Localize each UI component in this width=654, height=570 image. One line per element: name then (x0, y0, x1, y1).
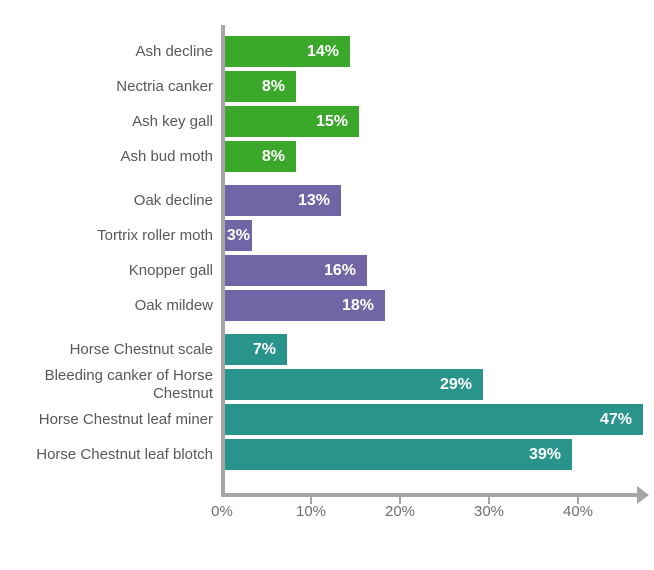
bar-row: Ash decline 14% (0, 36, 654, 67)
bar: 15% (225, 106, 359, 137)
bar: 8% (225, 141, 296, 172)
category-label: Ash decline (135, 42, 213, 60)
bar: 14% (225, 36, 350, 67)
bar: 18% (225, 290, 385, 321)
bar-row: Knopper gall 16% (0, 255, 654, 286)
bar-value-label: 3% (226, 226, 250, 244)
category-label: Tortrix roller moth (97, 226, 213, 244)
bar-row: Oak mildew 18% (0, 290, 654, 321)
category-label: Horse Chestnut scale (69, 340, 213, 358)
x-axis-tick-label: 10% (295, 503, 327, 520)
x-axis-tick-label: 40% (562, 503, 594, 520)
bar: 7% (225, 334, 287, 365)
bar: 39% (225, 439, 572, 470)
x-axis-line (221, 493, 640, 497)
category-label: Horse Chestnut leaf miner (38, 410, 213, 428)
bar: 3% (225, 220, 252, 251)
bar-row: Horse Chestnut leaf blotch 39% (0, 439, 654, 470)
x-axis-tick-mark (310, 497, 312, 504)
x-axis-arrow-icon (637, 486, 649, 504)
bar: 47% (225, 404, 643, 435)
bar-row: Horse Chestnut leaf miner 47% (0, 404, 654, 435)
bar-value-label: 8% (261, 147, 285, 165)
category-label: Ash bud moth (120, 147, 213, 165)
bar-row: Bleeding canker of Horse Chestnut 29% (0, 366, 654, 402)
bar-value-label: 7% (252, 340, 276, 358)
category-label: Oak decline (133, 191, 213, 209)
bar-group-horse-chestnut: Horse Chestnut scale 7% Bleeding canker of… (0, 334, 654, 470)
bar: 16% (225, 255, 367, 286)
category-label: Bleeding canker of Horse Chestnut (44, 366, 213, 402)
x-axis-tick-label: 0% (211, 503, 233, 520)
x-axis-tick-mark (577, 497, 579, 504)
bar-value-label: 16% (323, 261, 356, 279)
x-axis-tick-mark (488, 497, 490, 504)
bar: 8% (225, 71, 296, 102)
bar-row: Ash bud moth 8% (0, 141, 654, 172)
category-label: Knopper gall (128, 261, 213, 279)
bar-value-label: 47% (599, 410, 632, 428)
bar-value-label: 14% (306, 42, 339, 60)
category-label: Horse Chestnut leaf blotch (36, 445, 213, 463)
bar-value-label: 39% (528, 445, 561, 463)
bar-group-oak: Oak decline 13% Tortrix roller moth 3% Knopp… (0, 185, 654, 321)
bar-row: Oak decline 13% (0, 185, 654, 216)
category-label: Oak mildew (134, 296, 213, 314)
bar-value-label: 15% (315, 112, 348, 130)
bar: 13% (225, 185, 341, 216)
y-axis-line (221, 25, 225, 497)
x-axis-tick-label: 20% (384, 503, 416, 520)
category-label: Nectria canker (116, 77, 213, 95)
bar-row: Tortrix roller moth 3% (0, 220, 654, 251)
bar-rows: Ash decline 14% Nectria canker 8% Ash key ga… (0, 36, 654, 483)
bar-value-label: 18% (341, 296, 374, 314)
bar-row: Horse Chestnut scale 7% (0, 334, 654, 365)
bar-group-ash: Ash decline 14% Nectria canker 8% Ash key ga… (0, 36, 654, 172)
bar: 29% (225, 369, 483, 400)
x-axis-tick-mark (399, 497, 401, 504)
bar-row: Nectria canker 8% (0, 71, 654, 102)
bar-value-label: 29% (439, 375, 472, 393)
bar-value-label: 8% (261, 77, 285, 95)
category-label: Ash key gall (132, 112, 213, 130)
bar-row: Ash key gall 15% (0, 106, 654, 137)
bar-value-label: 13% (297, 191, 330, 209)
x-axis-tick-label: 30% (473, 503, 505, 520)
